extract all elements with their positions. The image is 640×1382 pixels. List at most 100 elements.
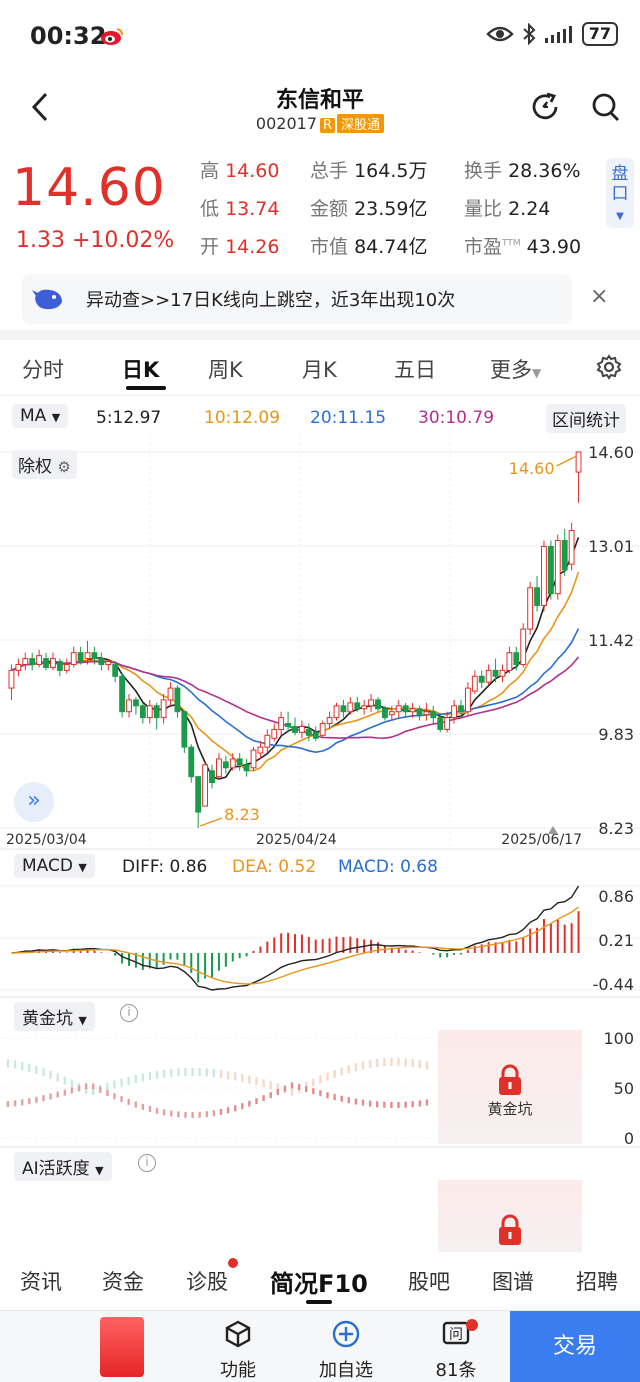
hjk-chart[interactable]: 100 50 0 [0, 1030, 640, 1148]
macd-y-labels: 0.86 0.21 -0.44 [593, 887, 634, 994]
pankou-label: 盘口 [611, 164, 629, 204]
candle-body [395, 705, 402, 713]
candle-body [492, 669, 499, 677]
tab-news[interactable]: 资讯 [20, 1270, 62, 1294]
macd-chart[interactable]: 0.86 0.21 -0.44 [0, 880, 640, 998]
function-button[interactable]: 功能 [212, 1319, 264, 1382]
hjk-bars [6, 1058, 429, 1118]
candle-body [506, 652, 513, 671]
y-tick-label: 100 [603, 1030, 634, 1048]
candle-body [181, 711, 188, 748]
hjk-select[interactable]: 黄金坑 ▼ [14, 1002, 95, 1031]
ai-select[interactable]: AI活跃度 ▼ [14, 1152, 112, 1181]
close-icon[interactable]: × [590, 284, 609, 309]
tab-jobs[interactable]: 招聘 [576, 1270, 618, 1294]
tab-forum[interactable]: 股吧 [408, 1270, 450, 1294]
candle-body [56, 661, 63, 671]
macd-lines [11, 885, 580, 991]
refresh-icon[interactable] [528, 90, 562, 124]
tab-underline [126, 386, 166, 390]
quote-cell: 高 14.60 [200, 160, 280, 182]
tab-graph[interactable]: 图谱 [492, 1270, 534, 1294]
candle-body [527, 587, 534, 630]
y-tick-label: -0.44 [593, 975, 634, 994]
ma10-value: 10:12.09 [204, 408, 281, 428]
quote-cell: 换手 28.36% [464, 160, 581, 182]
candle-body [534, 587, 540, 606]
ma-select[interactable]: MA ▼ [12, 404, 69, 428]
diff-value: DIFF: 0.86 [122, 857, 208, 877]
ma30-value: 30:10.79 [418, 408, 495, 428]
tab-diagnose[interactable]: 诊股 [186, 1270, 228, 1294]
hjk-bar: 黄金坑 ▼ i [0, 1000, 640, 1031]
tab-daily-k[interactable]: 日K [122, 358, 160, 382]
tab-funds[interactable]: 资金 [102, 1270, 144, 1294]
chuquan-label: 除权 [18, 457, 52, 477]
quote-cell: 量比 2.24 [464, 198, 551, 220]
candle-body [319, 723, 326, 736]
period-high-pointer [556, 455, 577, 467]
eye-icon [486, 26, 514, 42]
period-low-pointer [199, 817, 223, 827]
candle-body [375, 699, 381, 710]
r-badge: R [320, 118, 336, 133]
hjk-y-labels: 100 50 0 [603, 1030, 634, 1148]
y-tick-label: 8.23 [598, 819, 634, 838]
candle-body [326, 717, 333, 725]
quote-panel: 14.60 1.33 +10.02% 高 14.60 总手 164.5万 换手 … [0, 150, 640, 260]
lock-icon [499, 1214, 521, 1245]
candle-body [292, 725, 298, 733]
latest-marker [548, 826, 558, 834]
macd-select[interactable]: MACD ▼ [14, 854, 95, 878]
add-watchlist-button[interactable]: 加自选 [314, 1319, 378, 1382]
info-icon[interactable]: i [120, 1004, 138, 1022]
tab-monthly-k[interactable]: 月K [302, 358, 337, 382]
status-bar: 00:32 77 [0, 0, 640, 74]
tab-f10[interactable]: 简况F10 [270, 1270, 368, 1298]
anomaly-alert[interactable]: 异动查>>17日K线向上跳空，近3年出现10次 [22, 274, 572, 324]
bottom-tab-underline [306, 1300, 332, 1304]
caret-down-icon: ▼ [95, 1164, 104, 1177]
candle-body [146, 705, 153, 719]
chuquan-button[interactable]: 除权 ⚙ [12, 450, 77, 479]
info-icon[interactable]: i [138, 1154, 156, 1172]
candle-body [513, 652, 520, 665]
back-icon[interactable] [26, 90, 56, 124]
y-tick-label: 50 [614, 1079, 634, 1098]
candle-body [257, 746, 264, 754]
ma-select-label: MA [20, 406, 47, 426]
tab-weekly-k[interactable]: 周K [208, 358, 243, 382]
gear-icon[interactable] [596, 354, 622, 380]
tab-five-day[interactable]: 五日 [394, 358, 436, 382]
candle-body [50, 658, 56, 668]
candle-body [271, 728, 278, 739]
expand-button[interactable]: » [14, 782, 54, 822]
bottom-tabs: 资讯 资金 诊股 简况F10 股吧 图谱 招聘 [0, 1252, 640, 1310]
candle-body [36, 655, 43, 665]
candle-body [499, 669, 506, 677]
tab-intraday[interactable]: 分时 [22, 358, 64, 382]
caret-down-icon: ▼ [532, 366, 542, 380]
pankou-button[interactable]: 盘口 ▼ [606, 158, 634, 228]
qa-count-label: 81条 [435, 1360, 477, 1381]
candle-body [423, 711, 430, 716]
candle-body [222, 761, 229, 769]
hjk-locked-panel[interactable]: 黄金坑 [438, 1030, 582, 1144]
range-stat-button[interactable]: 区间统计 [546, 404, 626, 433]
badge-dot [466, 1319, 478, 1331]
nav-icons [528, 90, 622, 124]
candle-body [305, 728, 312, 736]
tab-more[interactable]: 更多▼ [490, 354, 541, 384]
promo-banner[interactable] [100, 1317, 144, 1377]
qa-button[interactable]: 问 81条 [430, 1319, 482, 1382]
candle-body [547, 545, 554, 595]
candle-body [167, 687, 174, 701]
trade-button[interactable]: 交易 [510, 1311, 640, 1382]
ai-locked-panel[interactable] [438, 1180, 582, 1252]
candle-body [195, 776, 202, 813]
candle-body [8, 669, 15, 689]
candle-body [430, 711, 437, 719]
candle-body [333, 705, 340, 719]
search-icon[interactable] [590, 90, 622, 124]
